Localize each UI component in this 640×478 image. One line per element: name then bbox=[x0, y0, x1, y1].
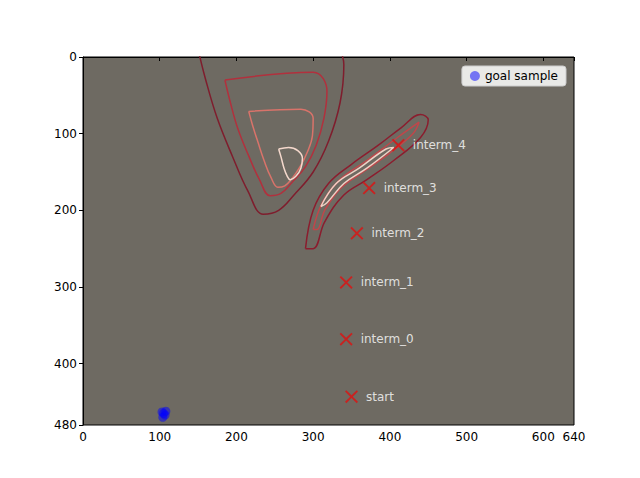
svg-text:interm_3: interm_3 bbox=[384, 181, 437, 195]
svg-text:400: 400 bbox=[378, 430, 401, 444]
svg-text:0: 0 bbox=[79, 430, 87, 444]
svg-text:interm_2: interm_2 bbox=[371, 226, 424, 240]
svg-text:start: start bbox=[366, 390, 394, 404]
svg-text:0: 0 bbox=[69, 50, 77, 64]
svg-text:interm_0: interm_0 bbox=[361, 332, 414, 346]
svg-text:200: 200 bbox=[54, 203, 77, 217]
svg-text:480: 480 bbox=[54, 418, 77, 432]
svg-text:300: 300 bbox=[54, 280, 77, 294]
svg-text:100: 100 bbox=[54, 127, 77, 141]
svg-text:600: 600 bbox=[532, 430, 555, 444]
svg-text:goal sample: goal sample bbox=[485, 69, 558, 83]
svg-text:500: 500 bbox=[455, 430, 478, 444]
svg-text:200: 200 bbox=[225, 430, 248, 444]
svg-text:100: 100 bbox=[148, 430, 171, 444]
svg-text:interm_4: interm_4 bbox=[413, 138, 466, 152]
svg-text:400: 400 bbox=[54, 357, 77, 371]
svg-text:interm_1: interm_1 bbox=[361, 275, 414, 289]
svg-text:640: 640 bbox=[563, 430, 586, 444]
svg-text:300: 300 bbox=[302, 430, 325, 444]
